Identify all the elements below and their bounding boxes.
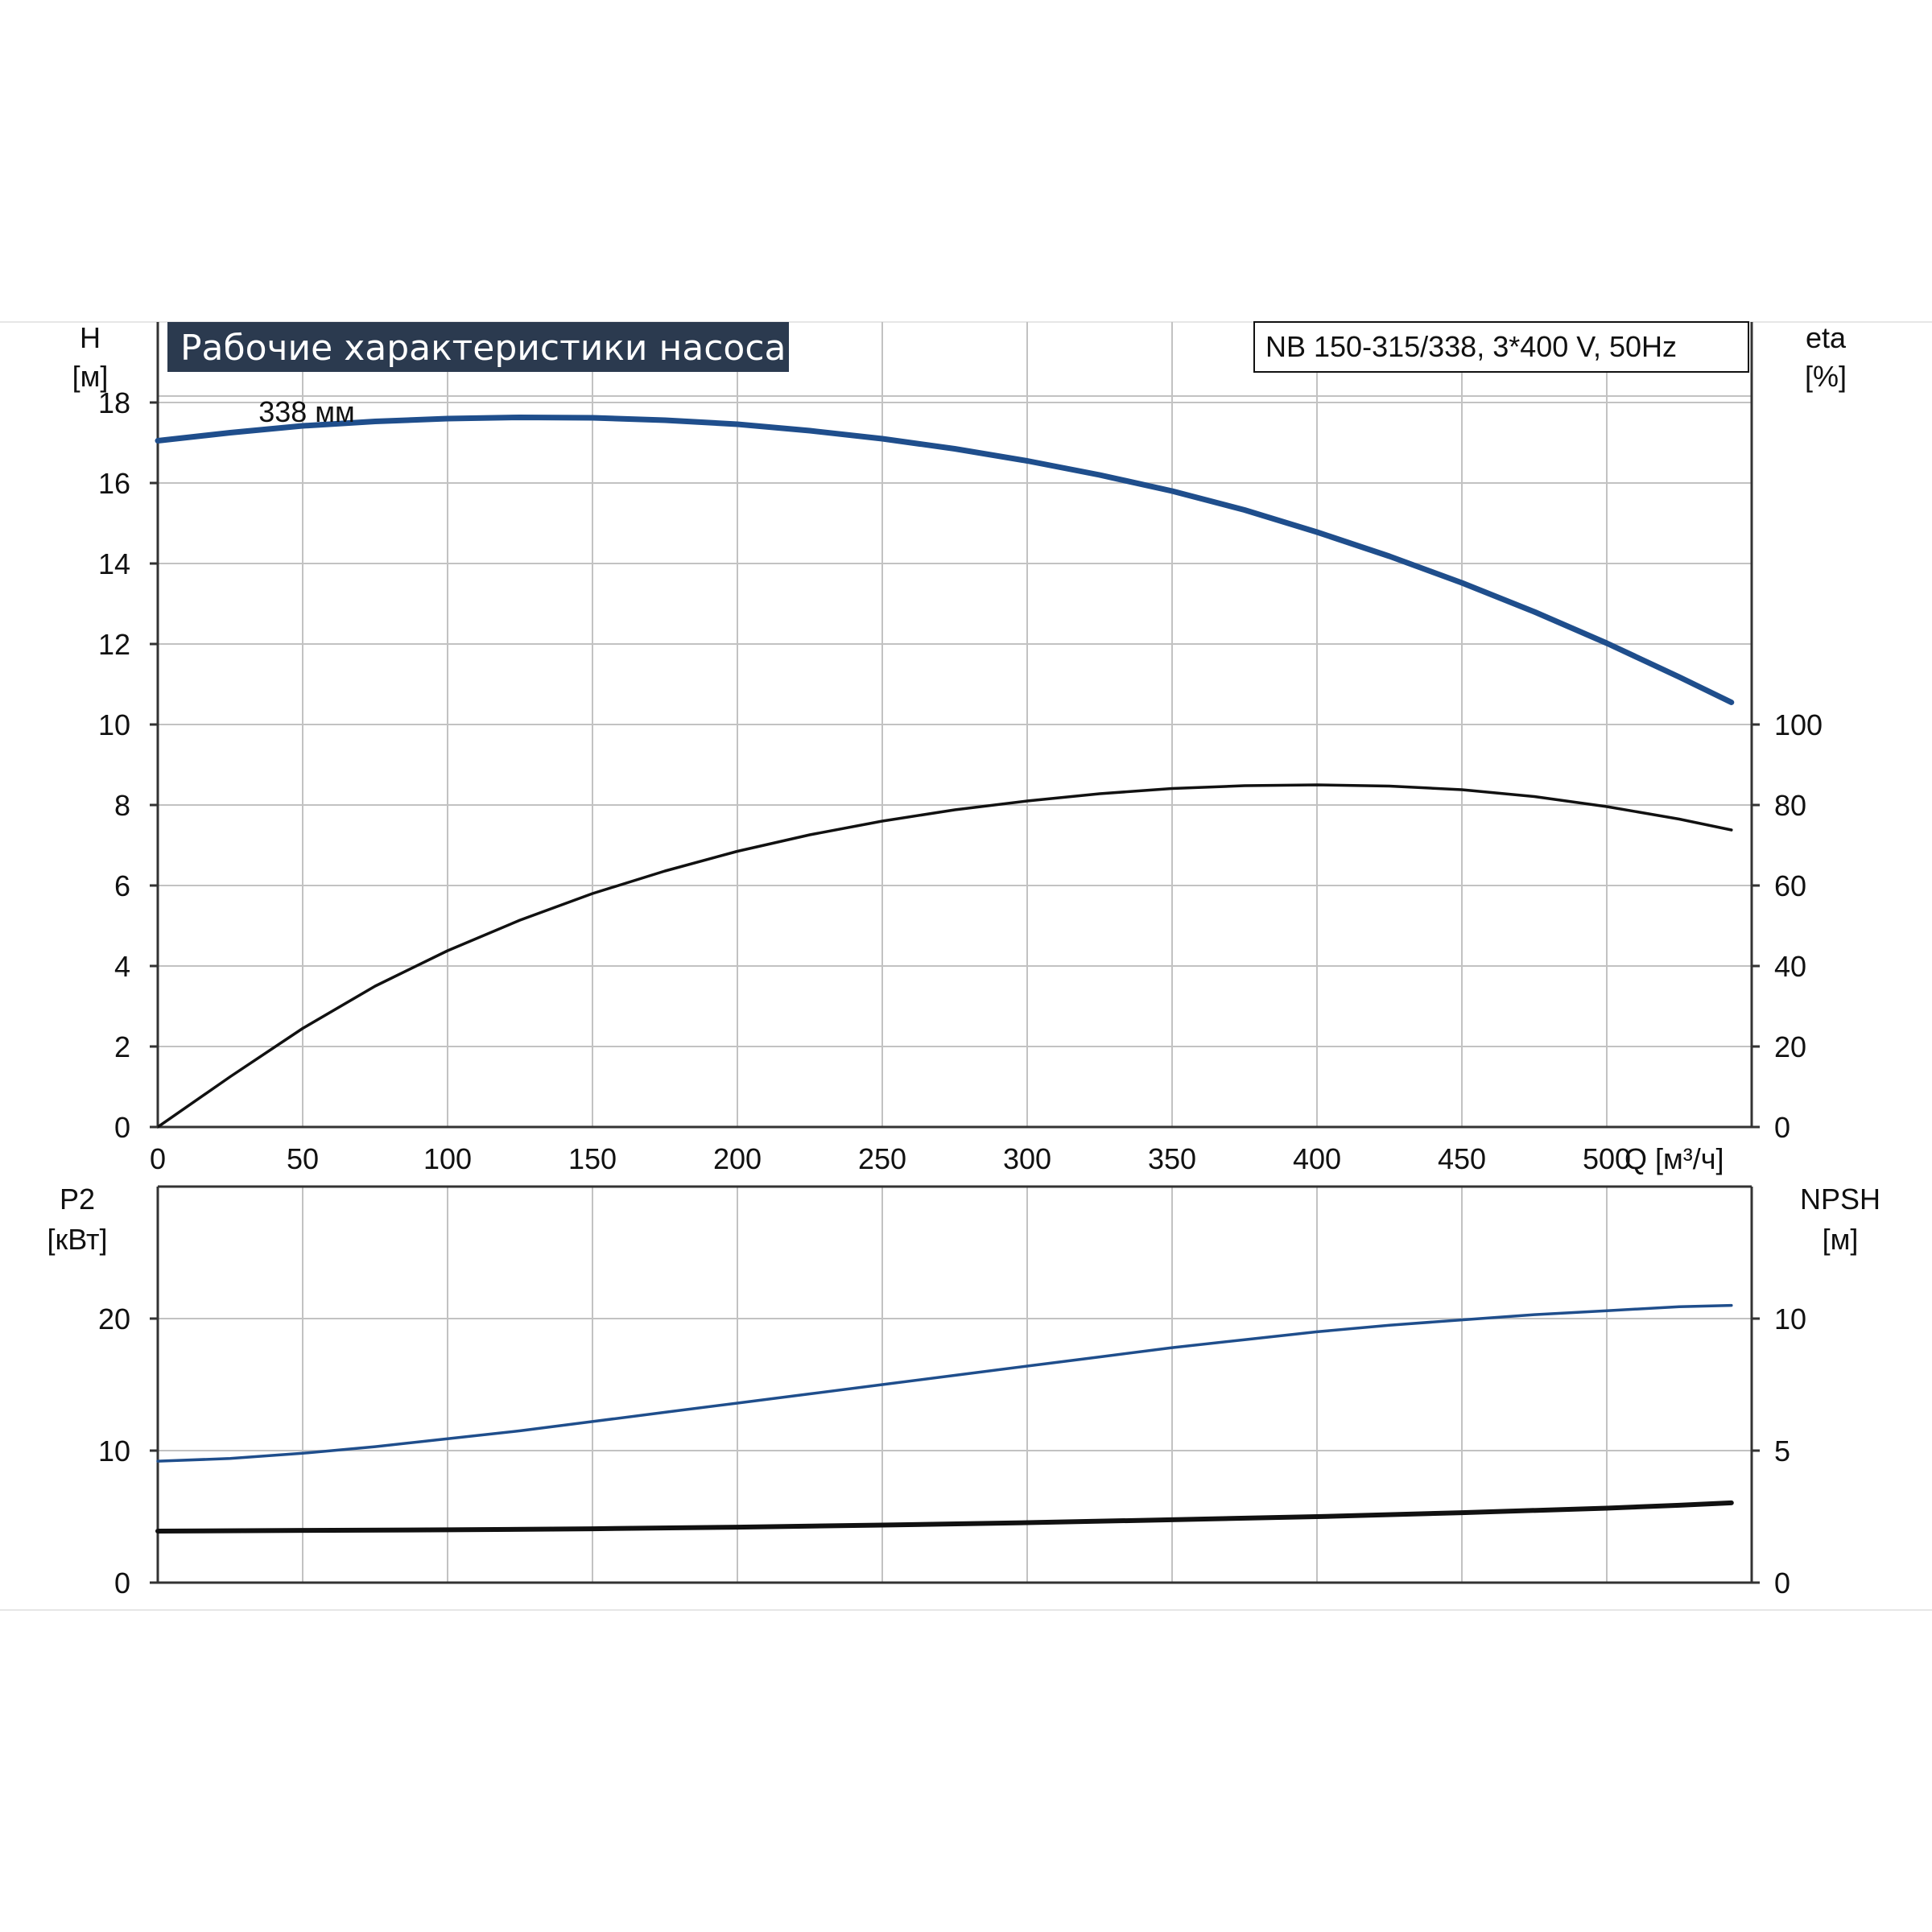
tick-label-right: 60 xyxy=(1774,869,1806,902)
bottom-frame xyxy=(156,1185,1753,1584)
series-line-bot-0 xyxy=(156,1303,1733,1463)
tick-label-x: 250 xyxy=(858,1142,906,1175)
tick-label-left: 20 xyxy=(98,1302,130,1335)
banner-box xyxy=(167,322,789,372)
tick-label-right: 80 xyxy=(1774,789,1806,822)
tick-label-left: 6 xyxy=(114,869,130,902)
top-panel: 0 2 4 6 8 10 12 14 16 18 0 20 40 60 80 100 0 50 100 150 200 2… xyxy=(98,322,1823,1175)
y-right-title-top-1: eta xyxy=(1806,321,1847,354)
tick-label-left: 14 xyxy=(98,547,130,580)
series-line-top-1 xyxy=(156,783,1733,1129)
tick-label-left: 2 xyxy=(114,1030,130,1063)
tick-label-right: 10 xyxy=(1774,1302,1806,1335)
bottom-panel: 0 10 20 0 5 10 xyxy=(98,1185,1806,1600)
tick-label-left: 0 xyxy=(114,1111,130,1144)
tick-label-x: 300 xyxy=(1003,1142,1051,1175)
y-left-title-bottom-1: P2 xyxy=(60,1183,95,1216)
y-left-title-top-2: [м] xyxy=(72,360,109,393)
model-box xyxy=(1253,321,1749,373)
tick-label-right: 0 xyxy=(1774,1567,1790,1600)
tick-label-x: 450 xyxy=(1438,1142,1486,1175)
y-right-title-bottom-2: [м] xyxy=(1823,1223,1859,1256)
tick-label-x: 0 xyxy=(150,1142,166,1175)
tick-label-right: 0 xyxy=(1774,1111,1790,1144)
tick-label-left: 12 xyxy=(98,628,130,661)
y-right-title-bottom-1: NPSH xyxy=(1800,1183,1880,1216)
bottom-series-layer xyxy=(155,1303,1734,1534)
tick-label-left: 8 xyxy=(114,789,130,822)
tick-label-left: 16 xyxy=(98,467,130,500)
y-right-title-top-2: [%] xyxy=(1805,360,1847,393)
top-grid xyxy=(158,322,1752,1127)
y-left-title-bottom-2: [кВт] xyxy=(47,1223,107,1256)
tick-label-x: 400 xyxy=(1293,1142,1341,1175)
tick-label-right: 20 xyxy=(1774,1030,1806,1063)
x-axis-title: Q [м³/ч] xyxy=(1624,1142,1724,1175)
tick-label-left: 4 xyxy=(114,950,130,983)
y-left-title-top-1: H xyxy=(80,321,101,354)
curve-annotation-338: 338 мм xyxy=(258,395,355,428)
banner-title: Рабочие характеристики насоса xyxy=(180,328,786,369)
tick-label-right: 100 xyxy=(1774,708,1823,741)
tick-label-left: 10 xyxy=(98,1435,130,1468)
series-line-top-0 xyxy=(155,415,1735,705)
tick-label-x: 100 xyxy=(423,1142,472,1175)
tick-label-x: 200 xyxy=(713,1142,762,1175)
tick-label-left: 0 xyxy=(114,1567,130,1600)
tick-label-x: 150 xyxy=(568,1142,617,1175)
tick-label-left: 18 xyxy=(98,386,130,419)
tick-label-right: 40 xyxy=(1774,950,1806,983)
tick-label-x: 500 xyxy=(1583,1142,1631,1175)
top-series-layer xyxy=(155,415,1735,1129)
tick-label-x: 50 xyxy=(287,1142,319,1175)
bottom-tick-labels: 0 10 20 0 5 10 xyxy=(98,1302,1806,1600)
tick-label-right: 5 xyxy=(1774,1435,1790,1468)
top-tick-labels: 0 2 4 6 8 10 12 14 16 18 0 20 40 60 80 100 0 50 100 150 200 2… xyxy=(98,386,1823,1175)
tick-label-x: 350 xyxy=(1148,1142,1196,1175)
series-line-bot-1 xyxy=(155,1500,1734,1534)
tick-label-left: 10 xyxy=(98,708,130,741)
model-label: NB 150-315/338, 3*400 V, 50Hz xyxy=(1265,330,1677,363)
